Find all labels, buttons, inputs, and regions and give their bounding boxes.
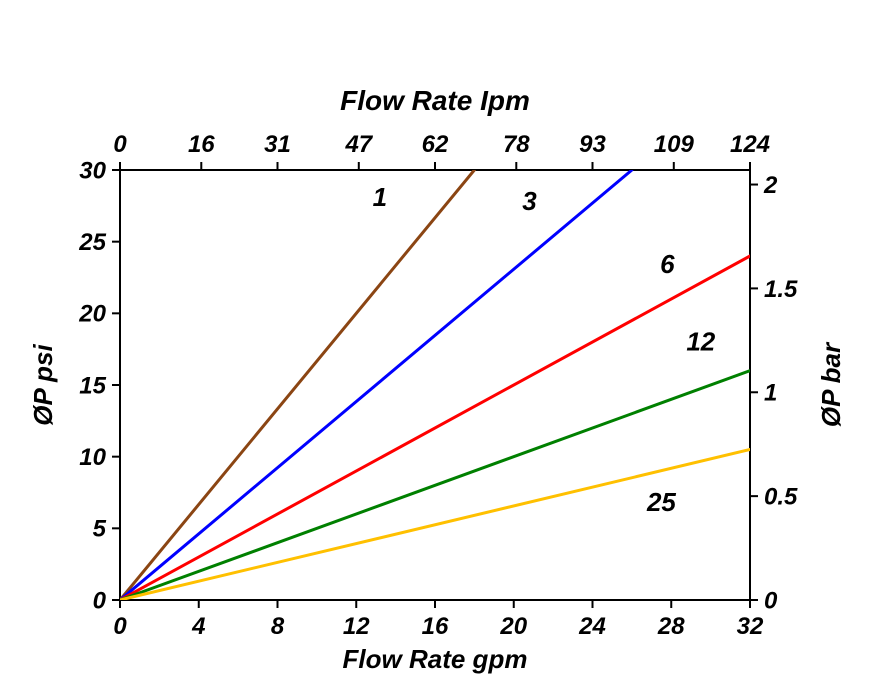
right-tick-label: 0.5 [764, 484, 798, 511]
series-label: 3 [522, 186, 537, 216]
left-tick-label: 0 [93, 587, 107, 614]
right-tick-label: 2 [763, 172, 778, 199]
bottom-tick-label: 16 [422, 613, 449, 640]
bottom-tick-label: 24 [578, 613, 606, 640]
right-tick-label: 1 [764, 380, 777, 407]
bottom-tick-label: 0 [113, 613, 127, 640]
series-label: 6 [660, 249, 675, 279]
series-label: 25 [646, 487, 676, 517]
bottom-tick-label: 28 [657, 613, 685, 640]
right-tick-label: 0 [764, 587, 778, 614]
top-tick-label: 16 [188, 131, 215, 158]
left-tick-label: 10 [79, 444, 106, 471]
left-tick-label: 15 [79, 372, 106, 399]
series-label: 1 [373, 182, 387, 212]
top-tick-label: 0 [113, 131, 127, 158]
left-axis-title: ØP psi [28, 344, 58, 426]
bottom-tick-label: 20 [499, 613, 527, 640]
chart-svg: 048121620242832Flow Rate gpm016314762789… [0, 0, 888, 696]
bottom-axis-title: Flow Rate gpm [343, 644, 528, 674]
bottom-tick-label: 32 [737, 613, 764, 640]
top-tick-label: 78 [503, 131, 530, 158]
chart-container: 048121620242832Flow Rate gpm016314762789… [0, 0, 888, 696]
left-tick-label: 30 [79, 157, 106, 184]
bottom-tick-label: 12 [343, 613, 370, 640]
left-tick-label: 20 [78, 301, 106, 328]
right-axis-title: ØP bar [816, 341, 846, 427]
right-tick-label: 1.5 [764, 276, 798, 303]
top-tick-label: 62 [422, 131, 449, 158]
left-tick-label: 5 [93, 516, 107, 543]
top-tick-label: 109 [654, 131, 695, 158]
top-tick-label: 124 [730, 131, 770, 158]
bottom-tick-label: 4 [191, 613, 205, 640]
left-tick-label: 25 [78, 229, 106, 256]
top-tick-label: 31 [264, 131, 291, 158]
series-label: 12 [686, 327, 715, 357]
top-tick-label: 47 [344, 131, 373, 158]
top-tick-label: 93 [579, 131, 606, 158]
bottom-tick-label: 8 [271, 613, 285, 640]
top-axis-title: Flow Rate Ipm [340, 85, 530, 116]
